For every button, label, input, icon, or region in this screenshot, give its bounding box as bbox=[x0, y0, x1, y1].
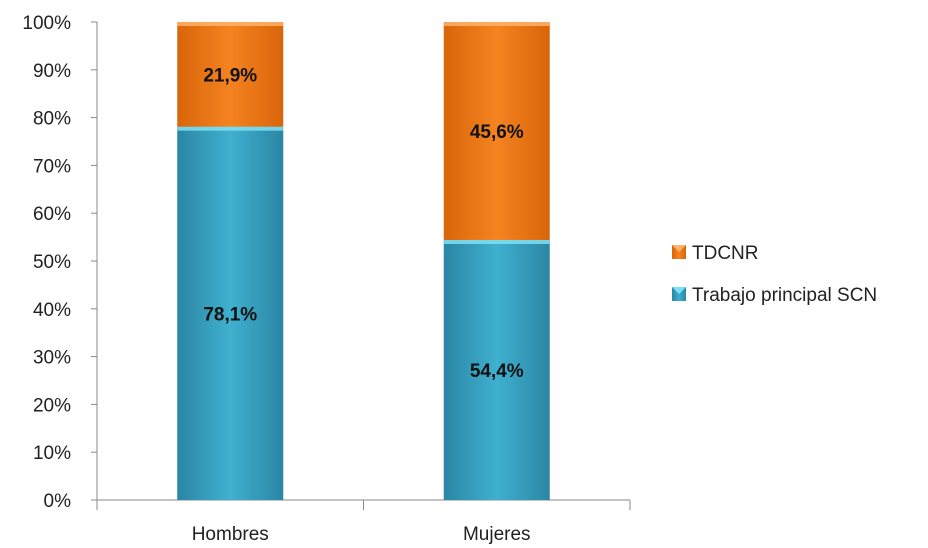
bar-segment-mujeres-0 bbox=[443, 239, 550, 500]
bar-segment-highlight bbox=[443, 22, 550, 26]
legend-swatch-highlight bbox=[672, 245, 686, 252]
legend: TDCNR Trabajo principal SCN bbox=[672, 243, 877, 306]
data-label: 78,1% bbox=[203, 304, 257, 325]
legend-label: TDCNR bbox=[692, 243, 759, 264]
bar-segment-highlight bbox=[177, 126, 284, 131]
data-label: 21,9% bbox=[203, 65, 257, 86]
y-tick-label: 40% bbox=[33, 300, 71, 321]
bars bbox=[177, 22, 550, 500]
y-tick-label: 0% bbox=[44, 491, 72, 512]
y-tick-label: 10% bbox=[33, 443, 71, 464]
x-category-label: Mujeres bbox=[463, 524, 531, 545]
y-tick-label: 50% bbox=[33, 252, 71, 273]
bar-segment-hombres-0 bbox=[177, 126, 284, 500]
legend-label: Trabajo principal SCN bbox=[692, 285, 877, 306]
bar-segment-highlight bbox=[443, 239, 550, 244]
bar-segment-highlight bbox=[177, 22, 284, 26]
legend-swatch-highlight bbox=[672, 287, 686, 294]
y-tick-label: 30% bbox=[33, 348, 71, 369]
legend-item: TDCNR bbox=[672, 243, 759, 264]
x-category-label: Hombres bbox=[192, 524, 269, 545]
axes: 0% 10% 20% 30% 40% 50% 60% 70% 80% 90% 100% Hombres… bbox=[22, 13, 631, 545]
y-tick-label: 90% bbox=[33, 61, 71, 82]
y-tick-label: 70% bbox=[33, 156, 71, 177]
legend-item: Trabajo principal SCN bbox=[672, 285, 877, 306]
y-tick-label: 20% bbox=[33, 395, 71, 416]
data-label: 54,4% bbox=[470, 361, 524, 382]
bar-segment-hombres-1 bbox=[177, 22, 284, 127]
y-tick-label: 100% bbox=[22, 13, 71, 34]
data-label: 45,6% bbox=[470, 122, 524, 143]
y-tick-label: 60% bbox=[33, 204, 71, 225]
labels: 78,1% 21,9% 54,4% 45,6% bbox=[203, 65, 523, 382]
y-tick-label: 80% bbox=[33, 109, 71, 130]
bar-segment-mujeres-1 bbox=[443, 22, 550, 240]
